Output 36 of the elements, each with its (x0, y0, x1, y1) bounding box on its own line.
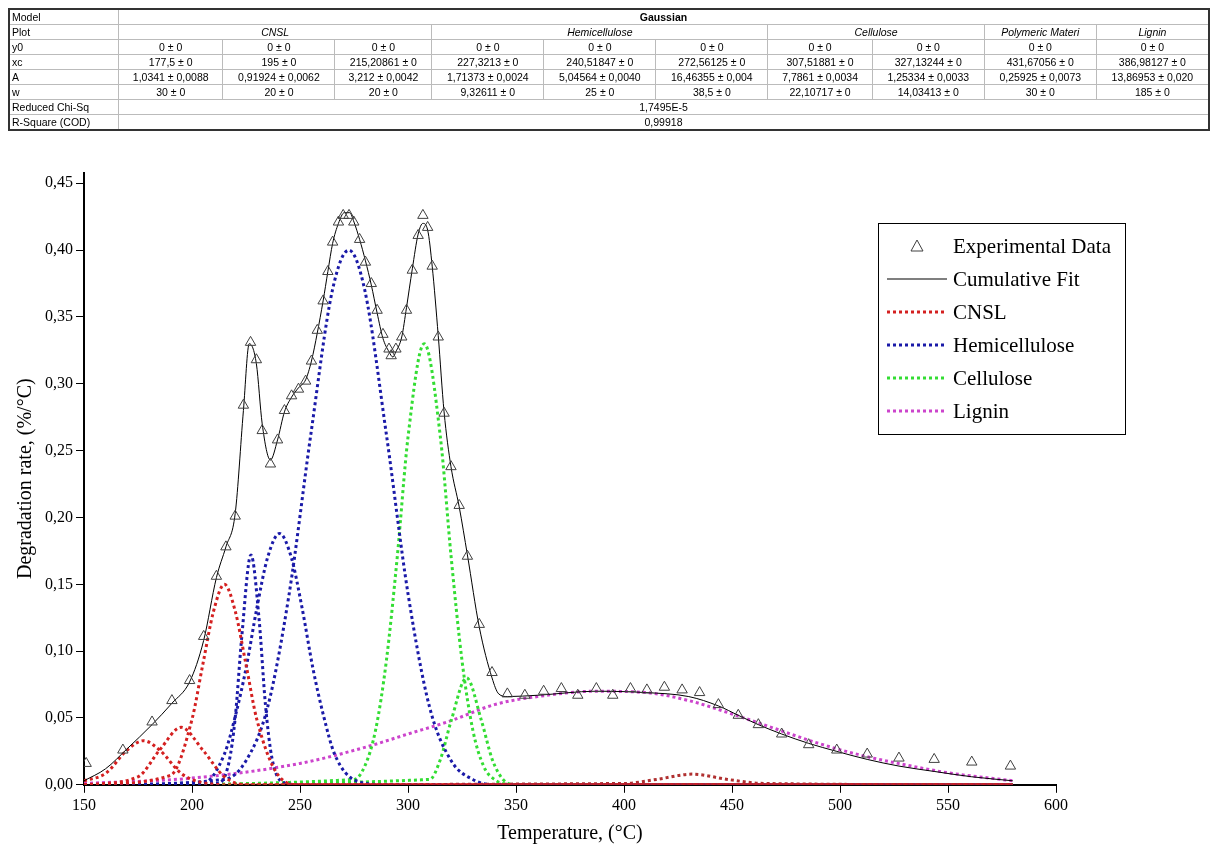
text: A 1,0341 ± 0,0088 0,91924 ± 0,0062 3,212 ± 0,0042 1,71373 ± 0,0024 5,04564 ± 0,0040 16,46355 ± 0,004 7,7861 ± 0,0034 1,25334 ± 0,0033 0,25925 ± 0,0073 13,86953 ± 0,020 (12, 71, 1194, 83)
y-tick-label: 0,20 (45, 507, 73, 525)
y-tick-label: 0,30 (45, 374, 73, 391)
legend-label: CNSL (953, 298, 1007, 326)
y-tick-label: 0,45 (45, 173, 73, 191)
y-tick-label: 0,35 (45, 307, 73, 325)
x-tick-label: 200 (180, 795, 204, 813)
x-tick-label: 600 (1044, 795, 1068, 813)
text: R-Square (COD) 0,99918 (12, 116, 683, 128)
x-tick-label: 250 (288, 795, 312, 813)
y-tick-label: 0,40 (45, 240, 73, 258)
text: Reduced Chi-Sq 1,7495E-5 (12, 101, 688, 113)
legend-label: Experimental Data (953, 232, 1112, 260)
legend-label: Cellulose (953, 364, 1033, 392)
legend-label: Cumulative Fit (953, 265, 1080, 293)
x-axis-title: Temperature, (°C) (497, 821, 643, 845)
x-tick-label: 150 (72, 795, 96, 813)
legend-label: Lignin (953, 397, 1009, 425)
y-tick-label: 0,15 (45, 574, 73, 592)
x-tick-label: 350 (504, 795, 528, 813)
y-tick-label: 0,00 (45, 775, 73, 792)
text: Plot CNSL Hemicellulose Cellulose Polymeric Materi Lignin (12, 26, 1167, 38)
y-tick-label: 0,05 (45, 708, 73, 726)
legend-label: Hemicellulose (953, 331, 1075, 359)
y-axis-title: Degradation rate, (%/°C) (13, 378, 37, 580)
x-tick-label: 300 (396, 795, 420, 813)
text: xc 177,5 ± 0 195 ± 0 215,20861 ± 0 227,3213 ± 0 240,51847 ± 0 272,56125 ± 0 307,51881 ± 0 327,13244 ± 0 431,67056 ± 0 386,98127 ± 0 (12, 56, 1186, 68)
x-tick-label: 550 (936, 795, 960, 813)
text: Model Gaussian (12, 11, 688, 23)
y-tick-label: 0,10 (45, 641, 73, 659)
text: w 30 ± 0 20 ± 0 20 ± 0 9,32611 ± 0 25 ± 0 38,5 ± 0 22,10717 ± 0 14,03413 ± 0 30 ± 0 185 ± 0 (12, 86, 1170, 98)
x-tick-label: 500 (828, 795, 852, 813)
x-tick-label: 450 (720, 795, 744, 813)
text: y0 0 ± 0 0 ± 0 0 ± 0 0 ± 0 0 ± 0 0 ± 0 0 ± 0 0 ± 0 0 ± 0 0 ± 0 (12, 41, 1165, 53)
x-tick-label: 400 (612, 795, 636, 813)
y-tick-label: 0,25 (45, 440, 73, 458)
